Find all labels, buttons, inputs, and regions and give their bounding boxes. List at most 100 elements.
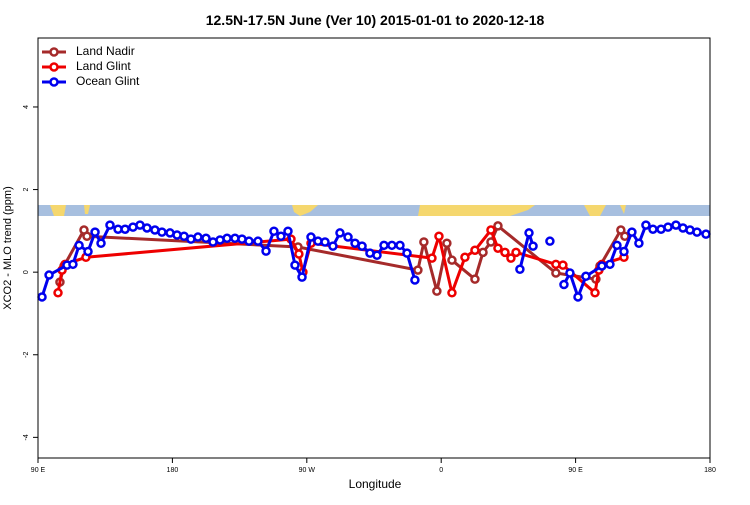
x-tick-label: 90 E [31,467,46,474]
x-tick-label: 180 [704,467,716,474]
data-point [619,246,629,257]
data-point [297,272,307,282]
data-point [120,224,130,234]
data-point [581,271,591,282]
data-point [44,270,54,280]
data-point [515,264,525,275]
y-tick-label: -4 [23,434,30,440]
data-point [573,292,583,302]
data-point [442,238,452,249]
data-point [294,249,304,259]
data-point [244,236,254,246]
data-point [470,274,480,284]
data-point [142,223,152,233]
x-axis-label: Longitude [349,477,402,491]
data-point [37,292,47,302]
data-point [222,233,232,244]
data-point [372,250,382,260]
data-point [545,236,555,246]
data-point [253,236,263,246]
data-point [413,265,423,275]
plot-area [37,220,711,302]
data-point [486,225,496,235]
data-point [524,228,534,238]
data-point [605,259,615,270]
legend-label: Land Glint [76,59,131,73]
data-point [419,237,429,247]
data-point [634,238,644,249]
chart-title: 12.5N-17.5N June (Ver 10) 2015-01-01 to … [206,12,545,28]
data-point [96,238,106,249]
data-point [157,227,167,237]
x-tick-label: 180 [167,467,179,474]
data-point [701,229,711,239]
data-point [612,240,622,251]
data-point [357,241,367,251]
data-point [432,286,442,296]
y-tick-label: 2 [23,188,30,192]
data-point [551,268,561,278]
data-point [627,227,637,237]
data-point [193,232,203,242]
data-point [90,227,100,237]
data-point [395,240,405,251]
data-point [597,261,607,271]
data-point [528,241,538,251]
data-point [470,245,480,256]
legend-label: Land Nadir [76,44,135,58]
data-point [83,246,93,257]
data-point [427,253,437,263]
data-point [335,228,345,238]
data-point [387,240,397,251]
data-point [290,260,300,270]
data-point [558,260,568,270]
data-point [500,247,510,258]
legend-marker [49,62,59,72]
x-tick-label: 90 W [299,467,316,474]
data-point [511,247,521,258]
data-point [82,231,92,241]
data-point [434,231,444,241]
x-tick-label: 0 [439,467,443,474]
data-point [648,224,658,234]
legend-marker [49,47,59,57]
data-point [74,240,84,251]
data-point [269,226,279,237]
data-point [402,248,412,258]
data-point [68,259,78,270]
data-point [620,231,630,241]
data-point [410,275,420,285]
data-point [460,252,470,263]
data-point [379,240,389,251]
data-point [320,237,330,247]
data-point [692,227,702,237]
data-point [447,255,457,265]
data-point [105,220,115,230]
data-point [478,247,488,258]
data-point [565,268,575,278]
y-axis-label: XCO2 - MLO trend (ppm) [2,186,14,309]
x-tick-label: 90 E [568,467,583,474]
plot-frame [37,37,711,459]
legend-marker [49,77,59,87]
data-point [447,288,457,298]
data-point [506,253,516,263]
data-point [261,246,271,256]
data-point [559,279,569,290]
data-point [201,233,211,244]
data-point [343,232,353,242]
y-tick-label: 0 [23,270,30,274]
data-point [283,226,293,237]
data-point [276,231,286,241]
map-strip [38,205,710,216]
data-point [493,221,503,231]
data-point [306,232,316,242]
y-tick-label: -2 [23,352,30,358]
data-point [493,243,503,253]
data-point [328,241,338,251]
data-point [590,288,600,298]
y-tick-label: 4 [23,105,30,109]
data-point [53,288,63,298]
